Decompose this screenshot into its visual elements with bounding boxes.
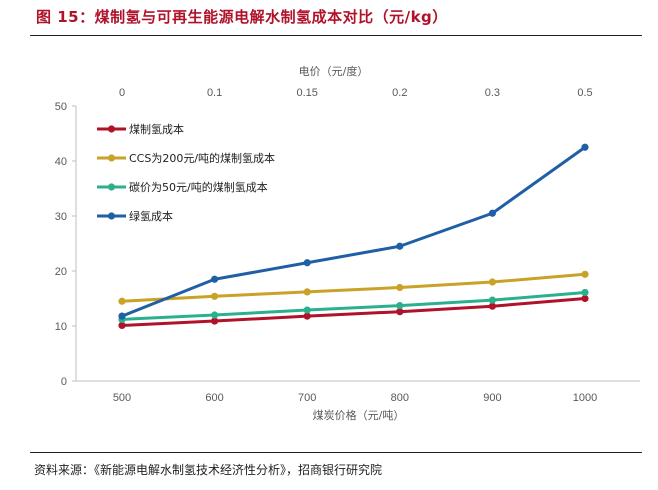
data-point — [211, 311, 219, 319]
legend-label: CCS为200元/吨的煤制氢成本 — [129, 151, 275, 165]
x-axis-title: 煤炭价格（元/吨） — [313, 408, 405, 422]
data-point — [303, 288, 311, 296]
legend-label: 煤制氢成本 — [129, 122, 184, 136]
x-tick-label: 900 — [483, 392, 501, 404]
top-tick-label: 0.1 — [207, 87, 222, 99]
legend-marker — [107, 154, 116, 162]
data-point — [581, 270, 589, 278]
x-tick-label: 800 — [391, 392, 409, 404]
data-point — [303, 312, 311, 320]
data-point — [303, 259, 311, 267]
top-tick-label: 0.15 — [296, 87, 317, 99]
top-tick-label: 0.5 — [577, 87, 592, 99]
title-divider — [30, 35, 642, 36]
data-point — [118, 312, 126, 320]
data-point — [581, 294, 589, 303]
data-point — [581, 288, 589, 297]
data-point — [488, 296, 496, 304]
data-point — [303, 306, 311, 314]
series-line-2 — [120, 290, 587, 321]
data-point — [396, 242, 404, 250]
data-point — [488, 278, 496, 286]
top-tick-label: 0.2 — [392, 87, 407, 99]
legend-label: 碳价为50元/吨的煤制氢成本 — [129, 180, 268, 194]
legend-marker — [107, 212, 116, 220]
data-point — [396, 308, 404, 316]
data-point — [396, 283, 404, 292]
data-point — [211, 317, 219, 325]
data-point — [488, 209, 496, 217]
figure-title: 图 15：煤制氢与可再生能源电解水制氢成本对比（元/kg） — [36, 8, 448, 26]
source-note: 资料来源：《新能源电解水制氢技术经济性分析》，招商银行研究院 — [34, 463, 383, 477]
y-tick-label: 30 — [55, 211, 67, 223]
y-tick-label: 20 — [55, 266, 67, 278]
top-axis-title: 电价（元/度） — [299, 64, 369, 78]
x-tick-label: 700 — [298, 392, 316, 404]
series-line-3 — [120, 145, 587, 318]
legend-label: 绿氢成本 — [129, 209, 173, 223]
data-point — [118, 321, 126, 330]
data-point — [488, 302, 496, 310]
data-point — [118, 297, 126, 305]
legend-marker — [107, 183, 116, 191]
data-point — [211, 275, 219, 283]
data-point — [211, 292, 219, 300]
y-tick-label: 50 — [55, 101, 67, 113]
x-tick-label: 1000 — [573, 392, 597, 404]
series-line-1 — [120, 272, 587, 303]
top-tick-label: 0.3 — [485, 87, 500, 99]
y-tick-label: 0 — [61, 376, 67, 388]
x-tick-label: 600 — [205, 392, 223, 404]
data-point — [396, 302, 404, 310]
legend-marker — [107, 125, 116, 133]
y-tick-label: 10 — [55, 321, 67, 333]
y-tick-label: 40 — [55, 156, 67, 168]
series-line-0 — [120, 297, 587, 327]
top-tick-label: 0 — [119, 87, 125, 99]
x-tick-label: 500 — [113, 392, 131, 404]
source-divider — [30, 452, 642, 453]
data-point — [581, 143, 589, 151]
